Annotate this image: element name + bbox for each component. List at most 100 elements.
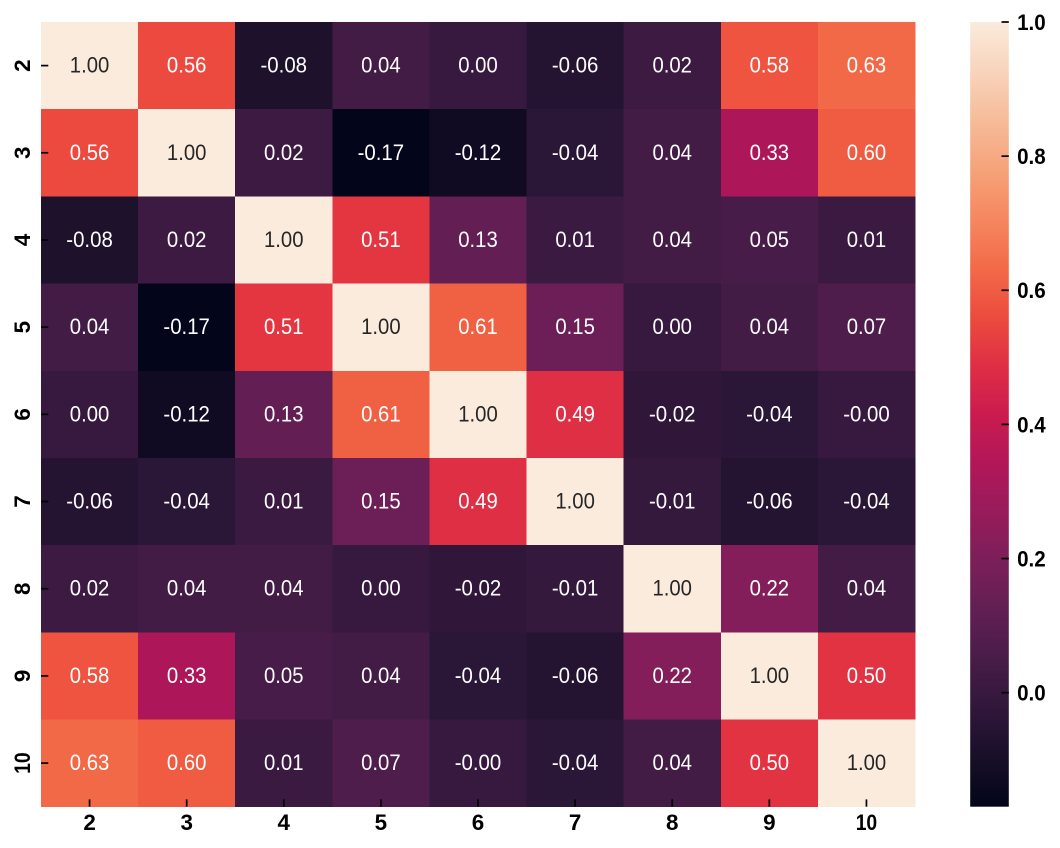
svg-text:1.00: 1.00 <box>458 401 498 426</box>
svg-text:3: 3 <box>10 147 35 159</box>
svg-text:-0.17: -0.17 <box>358 140 405 165</box>
svg-text:0.56: 0.56 <box>70 140 110 165</box>
svg-text:0.49: 0.49 <box>458 489 498 514</box>
svg-text:0.00: 0.00 <box>70 401 110 426</box>
svg-text:0.13: 0.13 <box>264 401 304 426</box>
svg-text:-0.04: -0.04 <box>552 750 599 775</box>
svg-text:-0.02: -0.02 <box>455 576 502 601</box>
svg-text:3: 3 <box>180 810 192 835</box>
svg-text:0.01: 0.01 <box>264 489 304 514</box>
svg-text:0.01: 0.01 <box>847 227 887 252</box>
svg-text:5: 5 <box>375 810 387 835</box>
svg-text:-0.08: -0.08 <box>261 53 308 78</box>
svg-text:8: 8 <box>666 810 678 835</box>
svg-text:0.49: 0.49 <box>555 401 595 426</box>
svg-text:0.05: 0.05 <box>264 663 304 688</box>
svg-text:0.00: 0.00 <box>361 576 401 601</box>
svg-text:-0.04: -0.04 <box>163 489 210 514</box>
svg-text:0.60: 0.60 <box>847 140 887 165</box>
svg-text:0.04: 0.04 <box>847 576 887 601</box>
svg-text:-0.02: -0.02 <box>649 401 696 426</box>
svg-text:0.07: 0.07 <box>361 750 401 775</box>
svg-text:0.04: 0.04 <box>70 314 110 339</box>
svg-text:0.04: 0.04 <box>652 140 692 165</box>
svg-text:0.60: 0.60 <box>167 750 207 775</box>
svg-text:0.63: 0.63 <box>847 53 887 78</box>
svg-text:0.00: 0.00 <box>458 53 498 78</box>
svg-text:0.04: 0.04 <box>750 314 790 339</box>
svg-text:-0.12: -0.12 <box>163 401 210 426</box>
svg-text:-0.04: -0.04 <box>455 663 502 688</box>
svg-text:-0.06: -0.06 <box>66 489 113 514</box>
svg-text:0.61: 0.61 <box>458 314 498 339</box>
svg-text:9: 9 <box>10 670 35 682</box>
svg-text:0.04: 0.04 <box>264 576 304 601</box>
svg-text:1.00: 1.00 <box>264 227 304 252</box>
svg-text:0.6: 0.6 <box>1017 278 1046 303</box>
svg-text:10: 10 <box>856 810 878 835</box>
svg-text:0.15: 0.15 <box>361 489 401 514</box>
svg-text:7: 7 <box>10 495 35 507</box>
svg-text:2: 2 <box>10 59 35 71</box>
svg-text:-0.08: -0.08 <box>66 227 113 252</box>
svg-text:4: 4 <box>278 810 291 835</box>
svg-text:1.00: 1.00 <box>167 140 207 165</box>
svg-text:0.2: 0.2 <box>1017 546 1046 571</box>
svg-text:-0.12: -0.12 <box>455 140 502 165</box>
svg-text:0.02: 0.02 <box>70 576 110 601</box>
svg-text:0.33: 0.33 <box>167 663 207 688</box>
svg-text:2: 2 <box>83 810 95 835</box>
svg-text:1.00: 1.00 <box>70 53 110 78</box>
svg-text:0.00: 0.00 <box>652 314 692 339</box>
svg-text:5: 5 <box>10 321 35 333</box>
svg-text:-0.06: -0.06 <box>552 53 599 78</box>
svg-text:0.07: 0.07 <box>847 314 887 339</box>
svg-text:-0.04: -0.04 <box>746 401 793 426</box>
svg-text:1.00: 1.00 <box>361 314 401 339</box>
svg-text:0.8: 0.8 <box>1017 144 1046 169</box>
svg-text:0.04: 0.04 <box>652 227 692 252</box>
svg-text:0.02: 0.02 <box>167 227 207 252</box>
svg-text:-0.04: -0.04 <box>843 489 890 514</box>
svg-text:-0.06: -0.06 <box>552 663 599 688</box>
svg-text:0.56: 0.56 <box>167 53 207 78</box>
svg-text:10: 10 <box>10 752 35 774</box>
svg-text:0.04: 0.04 <box>361 663 401 688</box>
svg-text:0.50: 0.50 <box>847 663 887 688</box>
svg-text:4: 4 <box>10 233 35 246</box>
svg-text:1.00: 1.00 <box>652 576 692 601</box>
svg-text:0.02: 0.02 <box>264 140 304 165</box>
svg-text:8: 8 <box>10 583 35 595</box>
svg-text:1.0: 1.0 <box>1017 10 1046 35</box>
svg-text:0.0: 0.0 <box>1017 681 1046 706</box>
svg-text:0.61: 0.61 <box>361 401 401 426</box>
svg-text:0.05: 0.05 <box>750 227 790 252</box>
svg-text:9: 9 <box>763 810 775 835</box>
svg-text:0.04: 0.04 <box>361 53 401 78</box>
svg-text:0.58: 0.58 <box>70 663 110 688</box>
svg-text:-0.06: -0.06 <box>746 489 793 514</box>
svg-text:-0.17: -0.17 <box>163 314 210 339</box>
svg-text:0.22: 0.22 <box>652 663 692 688</box>
svg-text:0.15: 0.15 <box>555 314 595 339</box>
svg-text:1.00: 1.00 <box>847 750 887 775</box>
svg-text:0.22: 0.22 <box>750 576 790 601</box>
svg-text:7: 7 <box>569 810 581 835</box>
svg-text:-0.00: -0.00 <box>843 401 890 426</box>
svg-text:0.04: 0.04 <box>167 576 207 601</box>
svg-text:0.51: 0.51 <box>361 227 401 252</box>
svg-text:-0.04: -0.04 <box>552 140 599 165</box>
svg-text:0.01: 0.01 <box>555 227 595 252</box>
svg-text:0.4: 0.4 <box>1017 412 1046 437</box>
svg-text:0.13: 0.13 <box>458 227 498 252</box>
svg-text:6: 6 <box>472 810 484 835</box>
svg-text:0.50: 0.50 <box>750 750 790 775</box>
svg-text:1.00: 1.00 <box>555 489 595 514</box>
svg-text:-0.01: -0.01 <box>649 489 696 514</box>
svg-text:0.02: 0.02 <box>652 53 692 78</box>
svg-text:0.58: 0.58 <box>750 53 790 78</box>
svg-text:6: 6 <box>10 408 35 420</box>
svg-text:0.51: 0.51 <box>264 314 304 339</box>
svg-text:0.04: 0.04 <box>652 750 692 775</box>
svg-text:-0.00: -0.00 <box>455 750 502 775</box>
